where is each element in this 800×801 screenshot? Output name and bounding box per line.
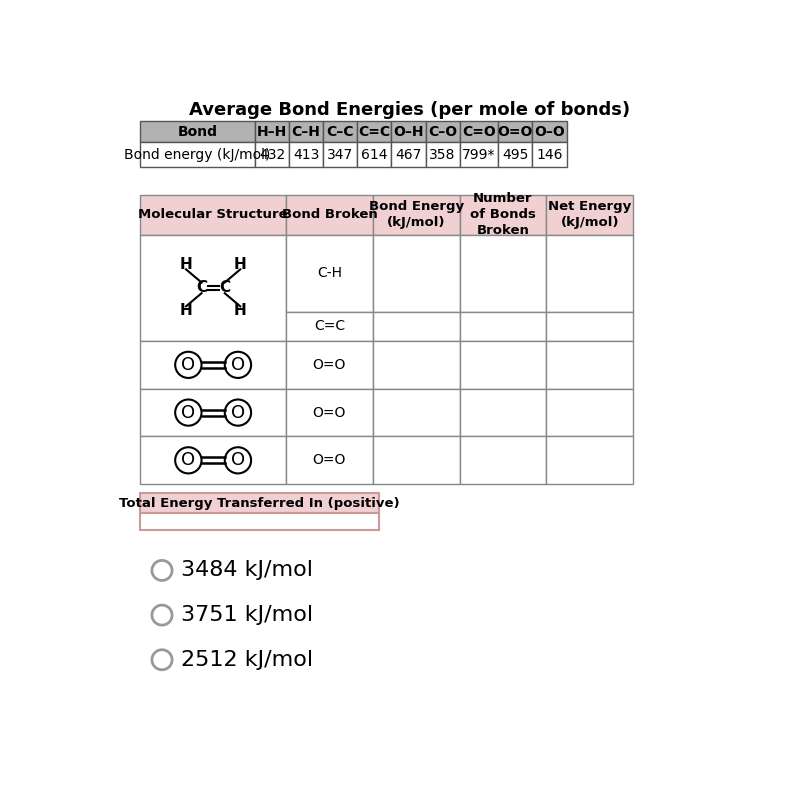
Bar bbox=[140, 195, 286, 235]
Text: 2512 kJ/mol: 2512 kJ/mol bbox=[182, 650, 314, 670]
Bar bbox=[459, 312, 546, 341]
Text: C: C bbox=[219, 280, 230, 296]
Bar bbox=[289, 143, 323, 167]
Text: C–C: C–C bbox=[326, 124, 354, 139]
Bar bbox=[323, 121, 358, 143]
Bar bbox=[286, 437, 373, 484]
Text: O–O: O–O bbox=[534, 124, 565, 139]
Bar bbox=[289, 121, 323, 143]
Bar bbox=[255, 143, 289, 167]
Bar bbox=[546, 195, 634, 235]
Text: 413: 413 bbox=[293, 147, 319, 162]
Text: 467: 467 bbox=[395, 147, 422, 162]
Text: O=O: O=O bbox=[313, 453, 346, 467]
Text: O: O bbox=[231, 356, 245, 374]
Text: 358: 358 bbox=[430, 147, 456, 162]
Text: O=O: O=O bbox=[498, 124, 533, 139]
Bar bbox=[546, 235, 634, 312]
Bar bbox=[373, 312, 459, 341]
Text: 3751 kJ/mol: 3751 kJ/mol bbox=[182, 605, 314, 625]
Text: Bond: Bond bbox=[178, 124, 218, 139]
Bar bbox=[140, 341, 286, 388]
Bar bbox=[459, 121, 498, 143]
Text: O: O bbox=[231, 451, 245, 469]
Text: Bond Energy
(kJ/mol): Bond Energy (kJ/mol) bbox=[369, 200, 464, 229]
Bar bbox=[286, 341, 373, 388]
Text: Molecular Structure: Molecular Structure bbox=[138, 208, 288, 221]
Bar bbox=[140, 513, 379, 530]
Bar bbox=[358, 121, 391, 143]
Text: C–H: C–H bbox=[292, 124, 321, 139]
Text: Total Energy Transferred In (positive): Total Energy Transferred In (positive) bbox=[119, 497, 400, 510]
Bar bbox=[391, 143, 426, 167]
Text: H: H bbox=[234, 257, 246, 272]
Text: H: H bbox=[234, 304, 246, 319]
Text: H–H: H–H bbox=[257, 124, 287, 139]
Text: O=O: O=O bbox=[313, 358, 346, 372]
Text: H: H bbox=[180, 257, 193, 272]
Bar bbox=[286, 388, 373, 437]
Bar bbox=[533, 121, 566, 143]
Text: Number
of Bonds
Broken: Number of Bonds Broken bbox=[470, 192, 536, 237]
Text: 347: 347 bbox=[327, 147, 354, 162]
Text: Bond Broken: Bond Broken bbox=[282, 208, 378, 221]
Bar bbox=[546, 312, 634, 341]
Bar bbox=[533, 143, 566, 167]
Text: C-H: C-H bbox=[317, 266, 342, 280]
Text: O: O bbox=[231, 404, 245, 421]
Bar bbox=[373, 195, 459, 235]
Bar bbox=[140, 143, 255, 167]
Text: 799*: 799* bbox=[462, 147, 496, 162]
Bar bbox=[459, 341, 546, 388]
Bar bbox=[255, 121, 289, 143]
Text: C=C: C=C bbox=[358, 124, 390, 139]
Text: Average Bond Energies (per mole of bonds): Average Bond Energies (per mole of bonds… bbox=[190, 101, 630, 119]
Bar bbox=[286, 312, 373, 341]
Bar bbox=[286, 235, 373, 312]
Bar bbox=[546, 437, 634, 484]
Bar bbox=[373, 341, 459, 388]
Bar bbox=[391, 121, 426, 143]
Text: 495: 495 bbox=[502, 147, 529, 162]
Text: O=O: O=O bbox=[313, 405, 346, 420]
Bar bbox=[140, 437, 286, 484]
Bar bbox=[498, 143, 533, 167]
Text: C=O: C=O bbox=[462, 124, 496, 139]
Bar bbox=[459, 388, 546, 437]
Bar bbox=[140, 235, 286, 341]
Text: Bond energy (kJ/mol): Bond energy (kJ/mol) bbox=[125, 147, 271, 162]
Bar bbox=[459, 143, 498, 167]
Bar bbox=[459, 235, 546, 312]
Bar bbox=[459, 195, 546, 235]
Bar bbox=[140, 388, 286, 437]
Text: 614: 614 bbox=[361, 147, 388, 162]
Bar bbox=[426, 121, 459, 143]
Text: 146: 146 bbox=[536, 147, 562, 162]
Text: O: O bbox=[182, 451, 195, 469]
Bar bbox=[546, 388, 634, 437]
Bar bbox=[140, 121, 255, 143]
Text: 3484 kJ/mol: 3484 kJ/mol bbox=[182, 561, 314, 581]
Bar bbox=[459, 437, 546, 484]
Text: O: O bbox=[182, 356, 195, 374]
Bar bbox=[323, 143, 358, 167]
Bar bbox=[140, 493, 379, 513]
Bar bbox=[546, 341, 634, 388]
Text: C: C bbox=[196, 280, 207, 296]
Text: H: H bbox=[180, 304, 193, 319]
Bar bbox=[373, 388, 459, 437]
Text: 432: 432 bbox=[259, 147, 285, 162]
Bar bbox=[373, 437, 459, 484]
Text: Net Energy
(kJ/mol): Net Energy (kJ/mol) bbox=[548, 200, 631, 229]
Bar bbox=[498, 121, 533, 143]
Text: C–O: C–O bbox=[428, 124, 457, 139]
Bar bbox=[373, 235, 459, 312]
Text: C=C: C=C bbox=[314, 320, 345, 333]
Bar bbox=[426, 143, 459, 167]
Text: O: O bbox=[182, 404, 195, 421]
Bar bbox=[358, 143, 391, 167]
Text: O–H: O–H bbox=[394, 124, 424, 139]
Bar bbox=[286, 195, 373, 235]
